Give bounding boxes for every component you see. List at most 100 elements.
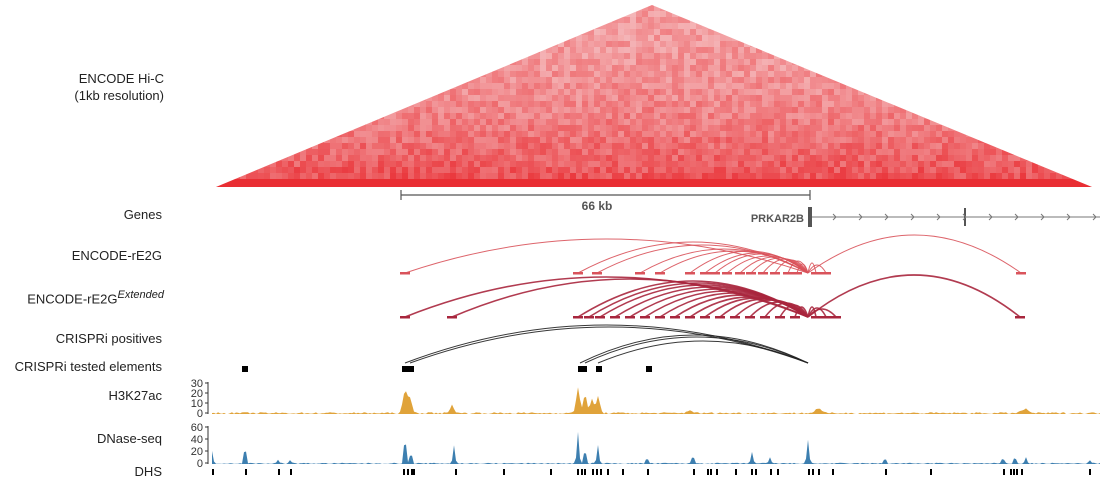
dhs-element [550, 469, 552, 475]
dhs-element [1013, 469, 1015, 475]
rE2G-arc-anchor [811, 272, 821, 275]
dhs-element [413, 469, 415, 475]
dhs-element [212, 469, 214, 475]
crispri-positive-arc [584, 336, 809, 364]
dhs-element [278, 469, 280, 475]
scale-bar-label: 66 kb [582, 199, 613, 213]
crispri-tested-track-label: CRISPRi tested elements [14, 359, 162, 374]
dhs-element [808, 469, 810, 475]
gene-strand-chevron [884, 213, 889, 221]
dhs-element [403, 469, 405, 475]
rE2G-arc-anchor [792, 272, 802, 275]
rE2G-extended-arc-anchor [685, 316, 695, 319]
rE2G-extended-arc-anchor [584, 316, 594, 319]
crispri-positive-arc [597, 340, 809, 364]
rE2G-extended-label-base: ENCODE-rE2G [27, 291, 118, 307]
gene-strand-chevron [962, 213, 967, 221]
rE2G-extended-track-label: ENCODE-rE2GExtended [0, 289, 164, 306]
rE2G-arc [404, 238, 809, 274]
dhs-element [245, 469, 247, 475]
dhs-element [1010, 469, 1012, 475]
rE2G-extended-arc-anchor [831, 316, 841, 319]
rE2G-arc [807, 264, 827, 274]
rE2G-arc-anchor [635, 272, 645, 275]
hic-label-line1: ENCODE Hi-C [78, 71, 164, 86]
dhs-element [622, 469, 624, 475]
rE2G-extended-arc-anchor [655, 316, 665, 319]
gene-strand-chevron [988, 213, 993, 221]
hic-heatmap [216, 5, 1092, 187]
rE2G-extended-arc [807, 306, 817, 318]
dhs-elements [212, 469, 1091, 475]
rE2G-extended-arc-anchor [610, 316, 620, 319]
rE2G-arc [659, 250, 809, 274]
dnase-tick-60: 60 [191, 422, 203, 434]
rE2G-extended-arc-anchor [821, 316, 831, 319]
h3k27ac-tick-20: 20 [191, 388, 203, 400]
rE2G-extended-arc [779, 304, 809, 318]
gene-exon-internal [964, 208, 966, 226]
rE2G-arc-anchor [400, 272, 410, 275]
crispri-tested-elements [242, 366, 652, 372]
rE2G-arc [807, 234, 1022, 274]
h3k27ac-track-label: H3K27ac [108, 388, 162, 403]
rE2G-track-label: ENCODE-rE2G [71, 248, 162, 263]
rE2G-extended-arc-anchor [715, 316, 725, 319]
scale-bar: 66 kb [400, 190, 811, 213]
hic-track-label: ENCODE Hi-C (1kb resolution) [0, 70, 164, 104]
dhs-element [647, 469, 649, 475]
rE2G-extended-arc-anchor [790, 316, 800, 319]
dhs-element [1089, 469, 1091, 475]
crispri-tested-element [646, 366, 652, 372]
dhs-element [503, 469, 505, 475]
crispri-positive-arc [579, 334, 809, 364]
dhs-element [832, 469, 834, 475]
crispri-tested-element [596, 366, 602, 372]
dnase-axis: 60 40 20 0 [191, 422, 209, 470]
genes-track-label: Genes [123, 207, 162, 222]
dhs-element [770, 469, 772, 475]
dhs-element [407, 469, 409, 475]
rE2G-extended-arc-anchor [1015, 316, 1025, 319]
dnase-tick-40: 40 [191, 434, 203, 446]
rE2G-arc [596, 244, 809, 274]
gene-strand-chevron [910, 213, 915, 221]
rE2G-arc-anchor [685, 272, 695, 275]
rE2G-arc-anchor [758, 272, 768, 275]
dhs-element [812, 469, 814, 475]
h3k27ac-tick-0: 0 [197, 408, 203, 420]
rE2G-arc-anchor [655, 272, 665, 275]
rE2G-arc-anchor [746, 272, 756, 275]
dhs-element [577, 469, 579, 475]
rE2G-arc [750, 257, 809, 274]
rE2G-extended-arc-anchor [595, 316, 605, 319]
gene-exon-tss [808, 207, 812, 227]
gene-strand-chevron [936, 213, 941, 221]
dnase-tick-0: 0 [197, 458, 203, 470]
dhs-element [411, 469, 413, 475]
rE2G-extended-arc-anchor [625, 316, 635, 319]
rE2G-arc-anchor [592, 272, 602, 275]
rE2G-arcs [400, 234, 1026, 275]
rE2G-arc-anchor [821, 272, 831, 275]
dnase-tick-20: 20 [191, 446, 203, 458]
dhs-element [607, 469, 609, 475]
dhs-element [1016, 469, 1018, 475]
rE2G-extended-arc-anchor [811, 316, 821, 319]
rE2G-arc [762, 258, 809, 274]
gene-strand-chevron [858, 213, 863, 221]
rE2G-extended-arc-anchor [670, 316, 680, 319]
crispri-tested-element [578, 366, 587, 372]
dhs-element [818, 469, 820, 475]
gene-name-label: PRKAR2B [751, 213, 804, 225]
rE2G-extended-label-superscript: Extended [117, 289, 164, 301]
rE2G-extended-arc-anchor [745, 316, 755, 319]
gene-strand-chevron [1092, 213, 1097, 221]
rE2G-extended-arcs [400, 274, 1025, 319]
dhs-element [693, 469, 695, 475]
dhs-element [751, 469, 753, 475]
rE2G-arc [796, 263, 809, 274]
dhs-element [930, 469, 932, 475]
dhs-element [710, 469, 712, 475]
